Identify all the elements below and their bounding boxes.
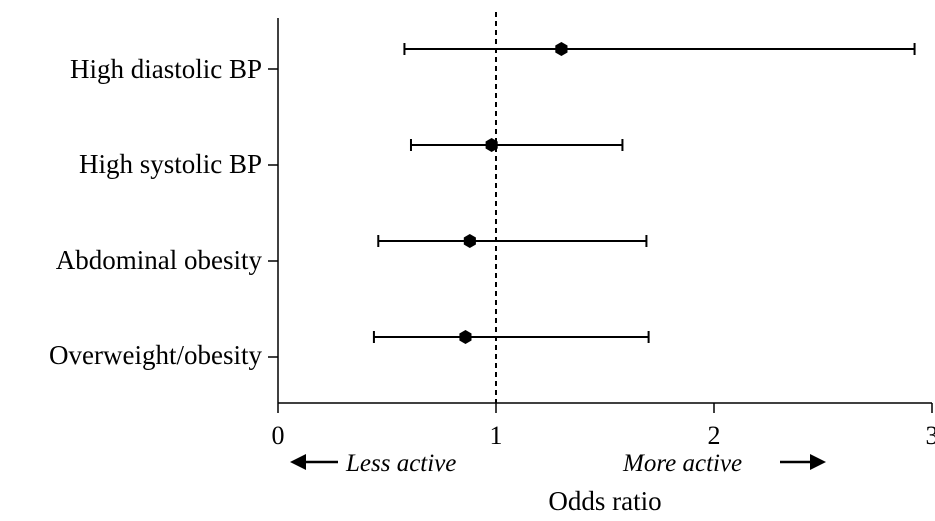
category-label: High systolic BP [79,149,262,179]
point-estimates [459,42,568,344]
point-estimate-marker [555,42,568,56]
point-estimate-marker [459,330,472,344]
confidence-intervals [372,43,916,343]
less-active-label: Less active [345,450,456,477]
x-ticks: 0 1 2 3 [272,403,935,450]
category-label: Abdominal obesity [56,245,263,275]
axes [277,18,932,404]
left-arrow-icon [290,454,306,470]
point-estimate-marker [463,234,476,248]
y-ticks: High diastolic BP High systolic BP Abdomin… [49,54,278,370]
x-tick-label: 1 [490,421,503,450]
category-label: High diastolic BP [70,54,262,84]
more-active-indicator: More active [622,450,826,477]
x-tick-label: 0 [272,421,285,450]
x-axis-title: Odds ratio [548,486,661,516]
right-arrow-icon [810,454,826,470]
category-label: Overweight/obesity [49,340,262,370]
point-estimate-marker [485,138,498,152]
more-active-label: More active [622,450,742,477]
x-tick-label: 3 [926,421,935,450]
x-tick-label: 2 [708,421,721,450]
less-active-indicator: Less active [290,450,456,477]
